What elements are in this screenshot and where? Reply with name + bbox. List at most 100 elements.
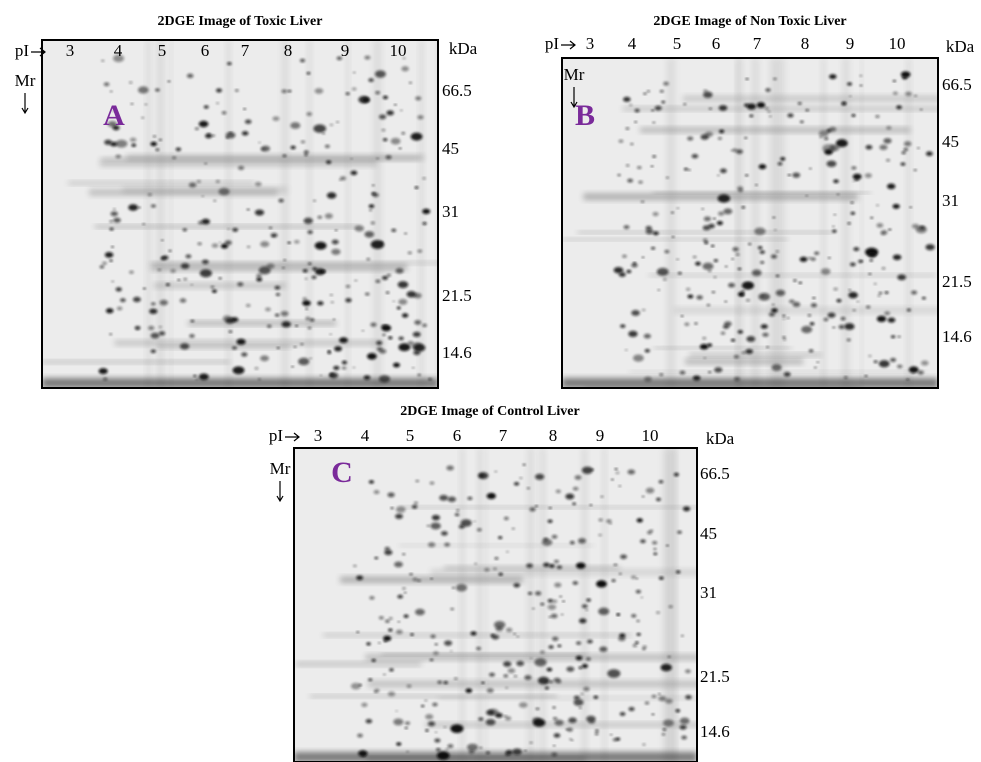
protein-spot bbox=[792, 172, 801, 178]
protein-spot bbox=[412, 331, 421, 338]
protein-spot bbox=[679, 717, 690, 725]
protein-spot bbox=[179, 343, 190, 350]
protein-spot bbox=[403, 614, 409, 618]
protein-spot bbox=[892, 254, 902, 261]
protein-spot bbox=[694, 322, 698, 325]
protein-spot bbox=[274, 285, 281, 290]
protein-spot bbox=[838, 324, 845, 329]
gel-lane bbox=[372, 40, 382, 388]
protein-spot bbox=[330, 301, 334, 304]
protein-spot bbox=[679, 724, 687, 730]
protein-spot bbox=[99, 265, 105, 269]
protein-spot bbox=[486, 688, 494, 693]
protein-spot bbox=[849, 95, 852, 97]
protein-spot bbox=[581, 466, 593, 474]
protein-spot bbox=[391, 228, 397, 232]
protein-spot bbox=[138, 206, 141, 209]
protein-spot bbox=[876, 204, 879, 207]
protein-spot bbox=[370, 221, 375, 225]
protein-spot bbox=[812, 297, 816, 299]
protein-spot bbox=[642, 645, 647, 649]
protein-spot bbox=[692, 255, 697, 259]
protein-spot bbox=[513, 633, 516, 635]
protein-spot bbox=[859, 74, 863, 77]
protein-spot bbox=[366, 257, 371, 261]
protein-spot bbox=[158, 331, 166, 336]
protein-spot bbox=[553, 559, 559, 564]
pi-tick-label: 4 bbox=[628, 34, 637, 53]
gel-lane bbox=[281, 40, 289, 388]
protein-spot bbox=[339, 337, 348, 344]
protein-spot bbox=[290, 145, 296, 150]
protein-spot bbox=[401, 313, 409, 318]
protein-spot bbox=[283, 259, 286, 261]
protein-spot bbox=[265, 307, 271, 312]
gel-streak bbox=[150, 261, 438, 265]
gel-streak bbox=[157, 345, 291, 349]
protein-spot bbox=[758, 246, 763, 250]
mr-label: Mr bbox=[270, 459, 291, 478]
protein-spot bbox=[436, 748, 441, 752]
protein-spot bbox=[890, 357, 897, 362]
protein-spot bbox=[113, 217, 121, 223]
protein-spot bbox=[193, 374, 197, 377]
protein-spot bbox=[728, 282, 736, 288]
protein-spot bbox=[415, 608, 425, 616]
protein-spot bbox=[470, 631, 477, 636]
protein-spot bbox=[465, 688, 473, 693]
protein-spot bbox=[112, 125, 120, 131]
protein-spot bbox=[578, 707, 582, 709]
protein-spot bbox=[658, 480, 664, 484]
protein-spot bbox=[809, 167, 812, 170]
protein-spot bbox=[454, 513, 460, 517]
gel-lane bbox=[667, 448, 677, 762]
protein-spot bbox=[731, 258, 734, 260]
protein-spot bbox=[824, 137, 829, 140]
protein-spot bbox=[618, 485, 622, 487]
protein-spot bbox=[414, 186, 419, 189]
protein-spot bbox=[607, 669, 621, 678]
protein-spot bbox=[447, 496, 457, 503]
pi-tick-label: 6 bbox=[201, 41, 210, 60]
mr-arrow bbox=[570, 87, 578, 109]
protein-spot bbox=[560, 613, 564, 616]
protein-spot bbox=[374, 70, 386, 78]
protein-spot bbox=[624, 349, 628, 351]
protein-spot bbox=[369, 209, 372, 212]
gel-lane bbox=[477, 448, 484, 762]
protein-spot bbox=[395, 506, 406, 513]
protein-spot bbox=[157, 268, 162, 271]
protein-spot bbox=[800, 120, 804, 124]
gel-image bbox=[42, 40, 438, 388]
protein-spot bbox=[243, 108, 246, 110]
protein-spot bbox=[657, 289, 661, 291]
protein-spot bbox=[186, 73, 194, 79]
protein-spot bbox=[793, 279, 797, 282]
protein-spot bbox=[113, 208, 116, 210]
protein-spot bbox=[331, 248, 341, 255]
protein-spot bbox=[519, 477, 523, 480]
protein-spot bbox=[745, 348, 754, 355]
protein-spot bbox=[129, 81, 133, 84]
protein-spot bbox=[444, 542, 450, 547]
protein-spot bbox=[598, 533, 602, 537]
mr-label: Mr bbox=[564, 65, 585, 84]
protein-spot bbox=[392, 300, 395, 303]
protein-spot bbox=[632, 644, 637, 647]
pi-tick-label: 3 bbox=[66, 41, 75, 60]
protein-spot bbox=[664, 249, 670, 254]
protein-spot bbox=[661, 733, 666, 736]
protein-spot bbox=[364, 55, 371, 60]
protein-spot bbox=[503, 516, 509, 521]
pi-tick-label: 7 bbox=[499, 426, 508, 445]
protein-spot bbox=[383, 138, 388, 142]
protein-spot bbox=[351, 87, 357, 91]
protein-spot bbox=[692, 375, 701, 381]
protein-spot bbox=[765, 88, 771, 92]
unit-label: kDa bbox=[946, 37, 975, 56]
protein-spot bbox=[626, 164, 630, 167]
protein-spot bbox=[333, 365, 340, 371]
protein-spot bbox=[409, 81, 412, 84]
protein-spot bbox=[404, 232, 407, 235]
